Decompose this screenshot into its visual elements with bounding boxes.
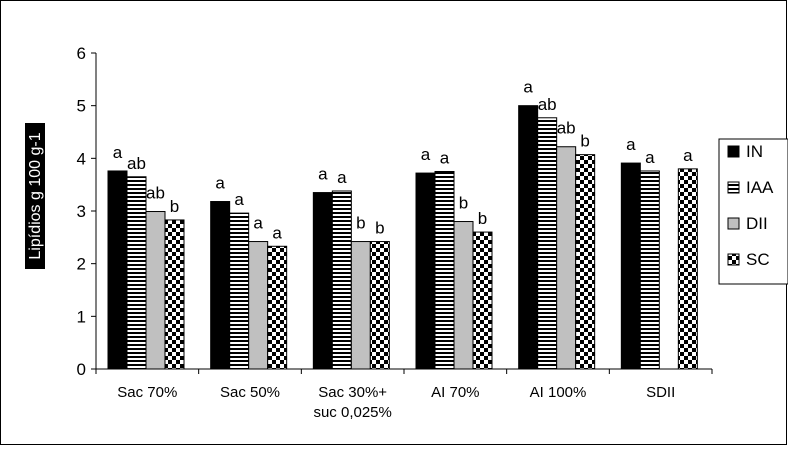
bar xyxy=(350,241,371,370)
legend-swatch xyxy=(727,217,740,230)
bar-significance-letter: a xyxy=(253,214,263,233)
y-axis: 0 1 2 3 4 5 6 xyxy=(77,44,97,379)
bar-significance-letter: a xyxy=(523,78,533,97)
x-tick-label: Sac 30%+ xyxy=(318,384,387,401)
bar-significance-letter: b xyxy=(356,214,365,233)
bar-significance-letter: a xyxy=(272,223,282,242)
legend-label: SC xyxy=(746,250,770,269)
bar xyxy=(677,168,698,370)
bar-significance-letter: a xyxy=(626,135,636,154)
bar-significance-letter: ab xyxy=(557,119,576,138)
bar xyxy=(556,146,577,370)
bar xyxy=(126,176,147,370)
x-axis: Sac 70% Sac 50% Sac 30%+ suc 0,025% AI 70% AI… xyxy=(95,368,713,421)
bar xyxy=(639,170,660,370)
bar xyxy=(415,172,436,370)
bar-significance-letter: a xyxy=(215,174,225,193)
x-tick-label: Sac 70% xyxy=(117,384,177,401)
legend-label: DII xyxy=(746,214,768,233)
y-tick-label: 0 xyxy=(77,360,86,379)
legend-label: IN xyxy=(746,142,763,161)
bar-significance-letter: a xyxy=(421,145,431,164)
legend-swatch xyxy=(727,253,740,266)
bar xyxy=(145,211,166,370)
y-tick-label: 4 xyxy=(77,149,86,168)
y-tick-label: 3 xyxy=(77,202,86,221)
bar-significance-letter: a xyxy=(234,190,244,209)
legend-swatch xyxy=(727,181,740,194)
bar xyxy=(210,201,231,370)
bar xyxy=(537,117,558,370)
bar-significance-letter: b xyxy=(170,197,179,216)
y-tick-label: 5 xyxy=(77,97,86,116)
bar-significance-letter: b xyxy=(459,194,468,213)
bar-significance-letter: a xyxy=(440,149,450,168)
bar xyxy=(229,212,250,370)
bar xyxy=(575,154,596,370)
y-tick-label: 1 xyxy=(77,307,86,326)
bars xyxy=(107,105,698,370)
bar xyxy=(518,105,539,370)
bar xyxy=(620,162,641,370)
bar xyxy=(369,241,390,370)
x-tick-label: suc 0,025% xyxy=(313,404,391,421)
bar-significance-letter: b xyxy=(375,219,384,238)
bar-significance-letter: a xyxy=(337,168,347,187)
bar xyxy=(312,192,333,370)
y-tick-label: 2 xyxy=(77,255,86,274)
bar-significance-letter: a xyxy=(645,148,655,167)
bar xyxy=(107,170,128,370)
legend: IN IAA DII SC xyxy=(718,138,788,285)
x-tick-label: Sac 50% xyxy=(220,384,280,401)
bar-significance-letter: ab xyxy=(127,154,146,173)
bar xyxy=(434,171,455,370)
y-axis-label-background xyxy=(25,123,45,269)
bar xyxy=(164,219,185,370)
y-axis-label: Lipídios g 100 g-1 xyxy=(27,132,44,259)
bar-significance-letter: ab xyxy=(146,184,165,203)
x-tick-label: AI 100% xyxy=(530,384,587,401)
bar xyxy=(331,190,352,370)
legend-label: IAA xyxy=(746,178,774,197)
bar-significance-letter: b xyxy=(478,209,487,228)
bar-significance-letter: a xyxy=(318,165,328,184)
bar xyxy=(267,245,288,370)
x-tick-label: SDII xyxy=(646,384,675,401)
x-tick-label: AI 70% xyxy=(431,384,479,401)
bar-significance-letter: b xyxy=(580,132,589,151)
y-tick-label: 6 xyxy=(77,44,86,63)
legend-swatch xyxy=(727,145,740,158)
bar xyxy=(472,231,493,370)
bar xyxy=(248,241,269,370)
bar-significance-letter: a xyxy=(683,146,693,165)
bar-significance-letter: ab xyxy=(538,95,557,114)
bar xyxy=(453,221,474,370)
bar-significance-letter: a xyxy=(113,143,123,162)
